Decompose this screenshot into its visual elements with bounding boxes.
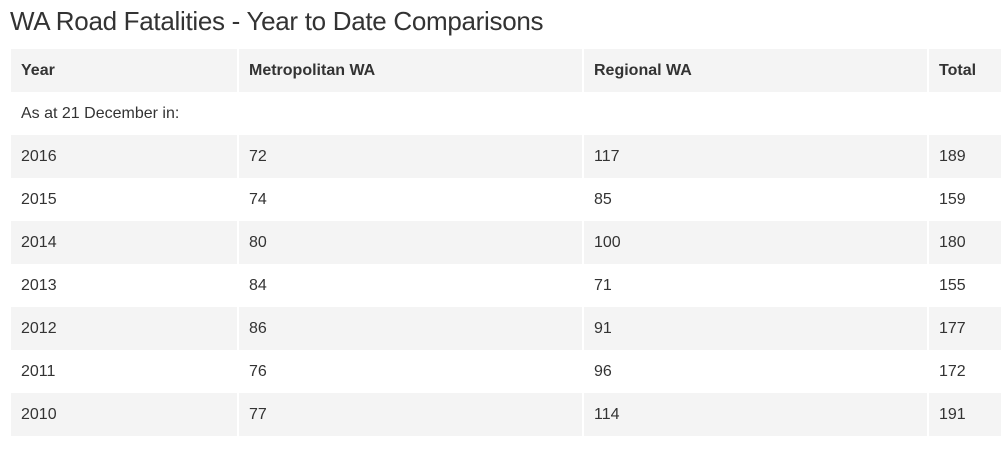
cell-year: 2014 [11,221,239,264]
cell-total: 191 [929,393,1001,436]
header-total: Total [929,49,1001,92]
cell-year: 2011 [11,350,239,393]
cell-year: 2013 [11,264,239,307]
cell-regional: 100 [584,221,929,264]
cell-total: 180 [929,221,1001,264]
cell-total: 159 [929,178,1001,221]
cell-year: 2015 [11,178,239,221]
cell-metropolitan: 76 [239,350,584,393]
cell-regional: 91 [584,307,929,350]
table-row: 2016 72 117 189 [11,135,1001,178]
table-note: As at 21 December in: [11,92,1001,135]
header-regional: Regional WA [584,49,929,92]
table-row: 2011 76 96 172 [11,350,1001,393]
table-row: 2010 77 114 191 [11,393,1001,436]
table-note-row: As at 21 December in: [11,92,1001,135]
table-row: 2015 74 85 159 [11,178,1001,221]
table-row: 2014 80 100 180 [11,221,1001,264]
cell-regional: 85 [584,178,929,221]
cell-metropolitan: 80 [239,221,584,264]
header-metropolitan: Metropolitan WA [239,49,584,92]
table-row: 2013 84 71 155 [11,264,1001,307]
cell-metropolitan: 72 [239,135,584,178]
cell-year: 2016 [11,135,239,178]
cell-total: 172 [929,350,1001,393]
table-header-row: Year Metropolitan WA Regional WA Total [11,49,1001,92]
fatalities-table-container: Year Metropolitan WA Regional WA Total A… [11,49,1002,436]
header-year: Year [11,49,239,92]
page-title: WA Road Fatalities - Year to Date Compar… [10,6,544,36]
cell-metropolitan: 84 [239,264,584,307]
cell-total: 189 [929,135,1001,178]
table-row: 2012 86 91 177 [11,307,1001,350]
fatalities-table: Year Metropolitan WA Regional WA Total A… [11,49,1001,436]
cell-total: 177 [929,307,1001,350]
cell-regional: 114 [584,393,929,436]
cell-regional: 71 [584,264,929,307]
cell-metropolitan: 77 [239,393,584,436]
cell-regional: 117 [584,135,929,178]
cell-regional: 96 [584,350,929,393]
cell-metropolitan: 86 [239,307,584,350]
cell-year: 2010 [11,393,239,436]
cell-metropolitan: 74 [239,178,584,221]
cell-year: 2012 [11,307,239,350]
cell-total: 155 [929,264,1001,307]
